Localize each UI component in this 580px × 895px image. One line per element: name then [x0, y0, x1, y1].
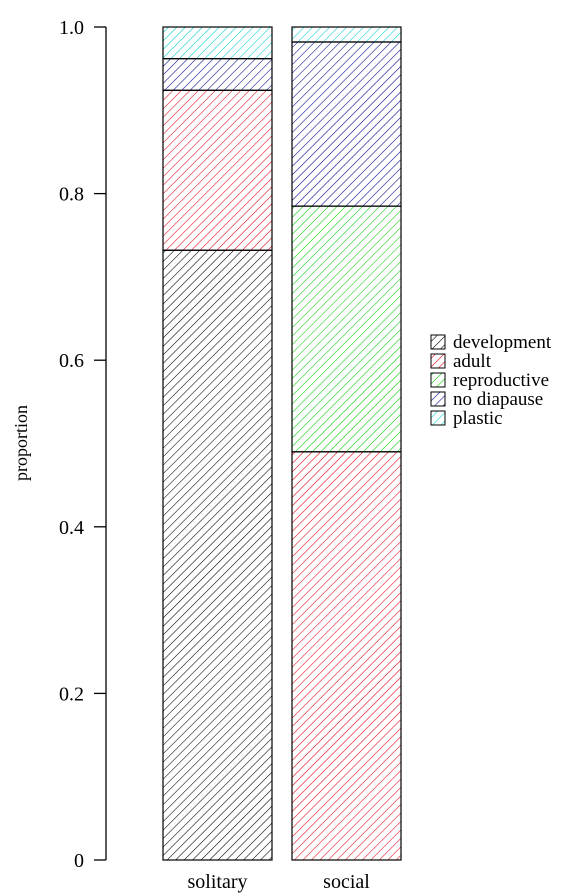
legend-item-adult: adult: [430, 351, 492, 372]
category-labels: solitary social: [188, 871, 371, 893]
legend-item-no-diapause: no diapause: [430, 389, 543, 410]
bar-segment-social-adult: [291, 451, 402, 861]
legend-label: development: [453, 332, 552, 353]
legend-swatch: [430, 372, 446, 388]
bar-segment-social-no-diapause: [291, 41, 402, 207]
legend-swatch: [430, 391, 446, 407]
y-tick-label: 0.6: [59, 350, 84, 372]
y-tick-label: 1.0: [59, 17, 84, 39]
legend-swatch: [430, 410, 446, 426]
bar-segment-solitary-plastic: [162, 26, 273, 60]
y-tick-label: 0.2: [59, 683, 84, 705]
legend-item-reproductive: reproductive: [430, 370, 549, 391]
bar-segment-social-plastic: [291, 26, 402, 43]
category-label-solitary: solitary: [188, 871, 248, 893]
bar-segment-social-reproductive: [291, 205, 402, 453]
bar-segment-solitary-adult: [162, 89, 273, 251]
legend-label: no diapause: [453, 389, 543, 410]
legend-item-development: development: [430, 332, 552, 353]
bar-segment-solitary-no-diapause: [162, 58, 273, 91]
y-tick-label: 0.4: [59, 517, 84, 539]
bars: [162, 26, 402, 861]
y-tick-label: 0: [74, 850, 84, 872]
y-tick-label: 0.8: [59, 184, 84, 206]
y-axis-label: proportion: [11, 405, 31, 481]
legend-item-plastic: plastic: [430, 408, 503, 429]
legend-label: adult: [453, 351, 492, 372]
bar-segment-solitary-development: [162, 249, 273, 861]
legend-label: reproductive: [453, 370, 549, 391]
legend-swatch: [430, 353, 446, 369]
legend-label: plastic: [453, 408, 503, 429]
y-axis: 0 0.2 0.4 0.6 0.8 1.0: [59, 17, 107, 872]
legend-swatch: [430, 334, 446, 350]
category-label-social: social: [323, 871, 370, 893]
